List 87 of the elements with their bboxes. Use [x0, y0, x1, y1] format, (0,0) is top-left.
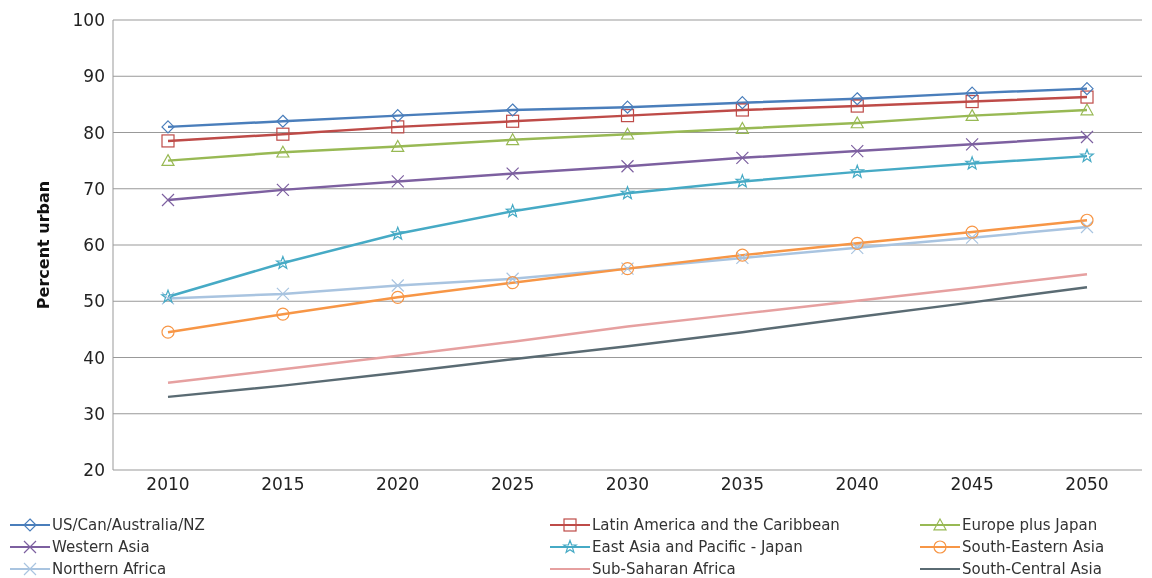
- point: [506, 276, 520, 290]
- x-tick-label: 2010: [146, 474, 190, 495]
- point: [161, 120, 175, 134]
- x-tick-label: 2040: [835, 474, 879, 495]
- point: [505, 204, 520, 218]
- point: [161, 154, 175, 167]
- point: [506, 103, 520, 117]
- point: [735, 151, 749, 165]
- point: [735, 174, 750, 188]
- point: [161, 193, 175, 207]
- point: [850, 164, 865, 178]
- x-tick-label: 2015: [261, 474, 305, 495]
- legend-label: South-Central Asia: [962, 560, 1102, 578]
- point: [850, 99, 864, 113]
- y-tick-label: 100: [72, 10, 105, 31]
- point: [735, 96, 749, 110]
- y-tick-label: 60: [83, 235, 105, 256]
- point: [1080, 220, 1094, 234]
- point: [850, 116, 864, 129]
- line-series: [166, 273, 1089, 385]
- legend-label: Latin America and the Caribbean: [592, 516, 840, 534]
- legend-label: Sub-Saharan Africa: [592, 560, 736, 578]
- point: [391, 139, 405, 152]
- point: [850, 241, 864, 255]
- point: [1080, 213, 1094, 227]
- point: [276, 307, 290, 321]
- point: [276, 183, 290, 197]
- y-tick-label: 50: [83, 291, 105, 312]
- point: [850, 92, 864, 106]
- x-tick-label: 2035: [720, 474, 765, 495]
- point: [1080, 103, 1094, 116]
- line-series: [166, 285, 1089, 399]
- point: [850, 236, 864, 250]
- point: [965, 94, 979, 109]
- point: [506, 133, 520, 146]
- y-tick-label: 70: [83, 178, 105, 199]
- point: [276, 255, 290, 269]
- y-tick-label: 80: [83, 122, 105, 143]
- point: [965, 137, 979, 151]
- point: [391, 290, 405, 304]
- point: [735, 103, 749, 117]
- legend-label: East Asia and Pacific - Japan: [592, 538, 803, 556]
- y-tick-label: 20: [83, 460, 105, 481]
- y-axis-title: Percent urban: [33, 180, 53, 310]
- point: [276, 114, 290, 128]
- point: [735, 121, 749, 134]
- point: [276, 145, 290, 158]
- point: [161, 134, 175, 148]
- point: [391, 174, 405, 189]
- point: [620, 186, 635, 200]
- point: [620, 159, 635, 173]
- point: [506, 166, 520, 181]
- point: [161, 325, 175, 339]
- point: [965, 231, 979, 245]
- point: [1080, 82, 1094, 96]
- point: [620, 109, 635, 123]
- point: [391, 278, 405, 293]
- y-tick-label: 40: [83, 347, 105, 368]
- point: [965, 109, 979, 122]
- point: [965, 156, 979, 170]
- legend-label: US/Can/Australia/NZ: [52, 516, 205, 534]
- point: [391, 120, 405, 134]
- point: [965, 225, 979, 239]
- x-tick-label: 2025: [490, 474, 535, 495]
- point: [850, 144, 864, 158]
- point: [506, 272, 520, 286]
- point: [1080, 130, 1094, 144]
- legend-label: Europe plus Japan: [962, 516, 1098, 534]
- point: [391, 109, 405, 123]
- y-tick-label: 90: [83, 66, 105, 87]
- point: [390, 226, 405, 240]
- point: [620, 100, 635, 114]
- point: [276, 287, 290, 301]
- legend-label: Western Asia: [52, 538, 150, 556]
- x-tick-label: 2020: [376, 474, 420, 495]
- x-tick-label: 2030: [605, 474, 650, 495]
- x-tick-label: 2045: [950, 474, 994, 495]
- point: [620, 127, 635, 140]
- point: [506, 114, 520, 128]
- legend-label: South-Eastern Asia: [962, 538, 1105, 556]
- point: [1080, 148, 1094, 163]
- legend-label: Northern Africa: [52, 560, 167, 578]
- point: [1080, 90, 1094, 104]
- y-tick-label: 30: [83, 403, 105, 424]
- point: [965, 86, 979, 100]
- x-tick-label: 2050: [1065, 474, 1109, 495]
- point: [276, 127, 290, 141]
